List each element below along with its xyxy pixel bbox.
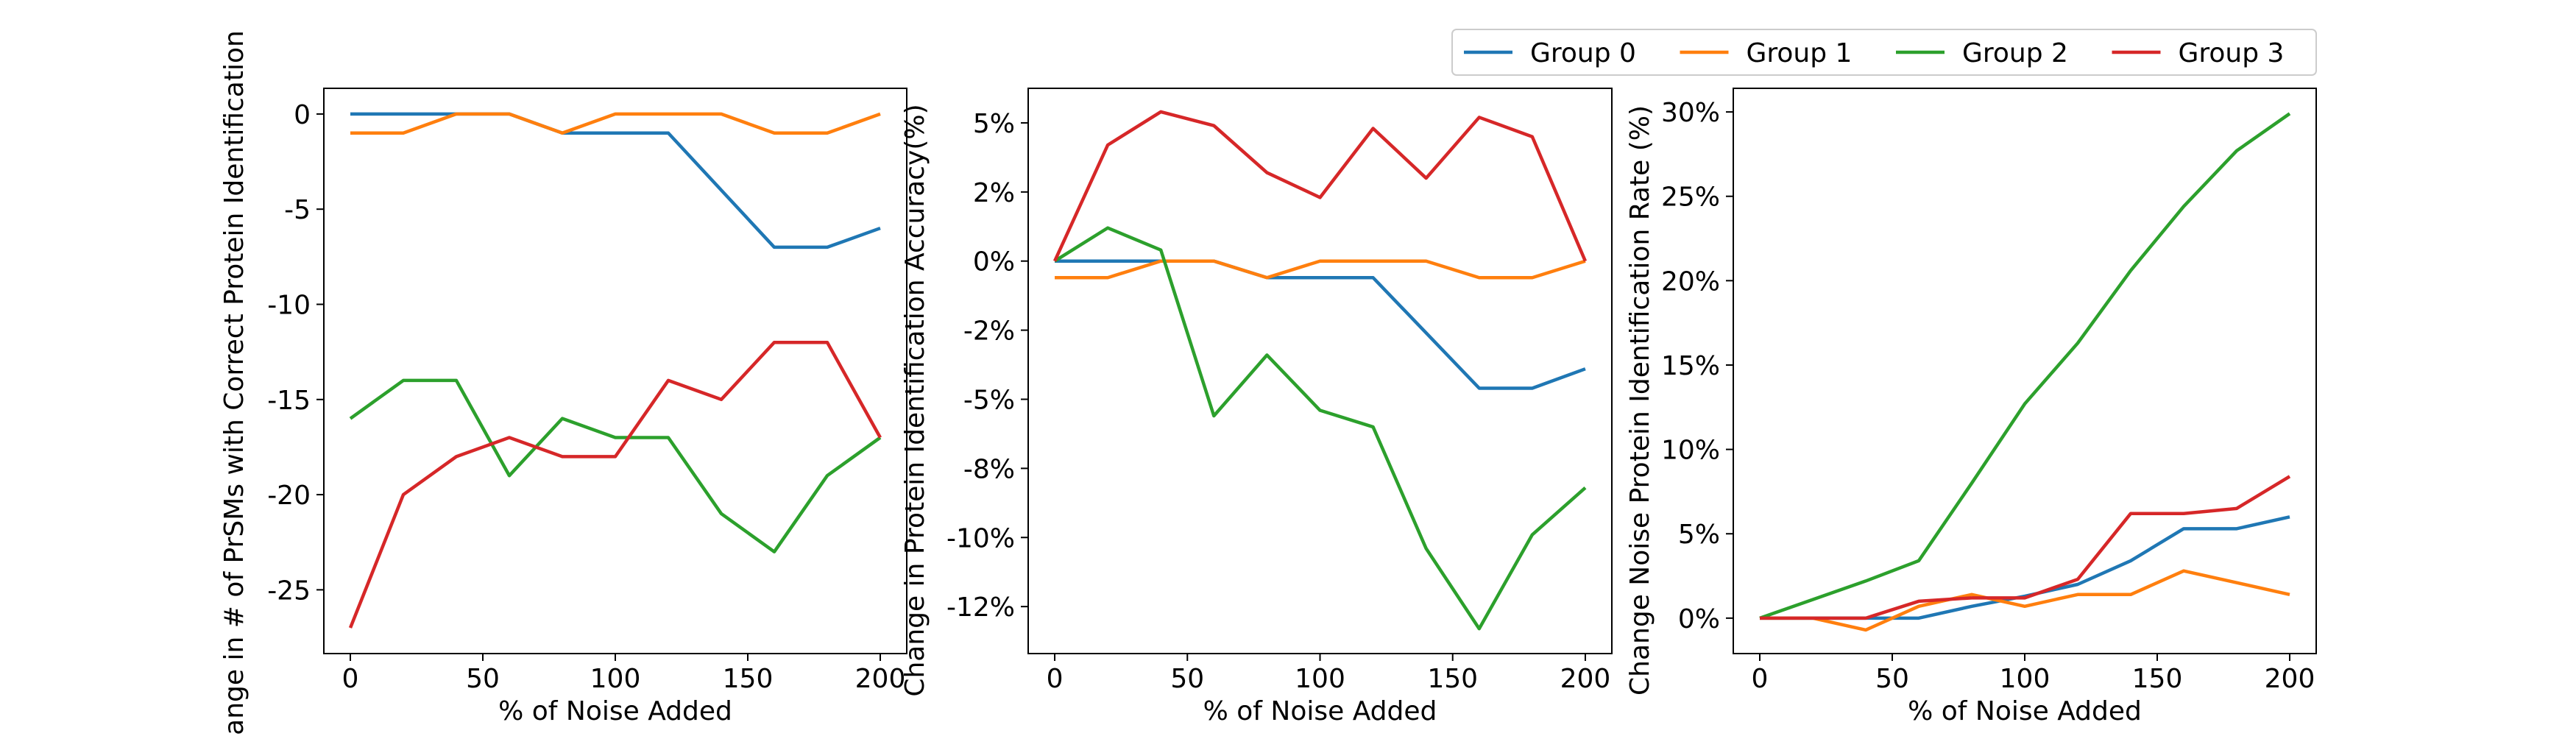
y-tick-label: -25 bbox=[267, 576, 311, 606]
y-tick-label: 0 bbox=[294, 100, 311, 130]
series-line bbox=[350, 112, 881, 250]
y-tick-label: 0% bbox=[973, 247, 1015, 277]
plot-area bbox=[1733, 88, 2316, 654]
x-axis-label: % of Noise Added bbox=[1203, 696, 1437, 726]
series-line bbox=[1053, 110, 1588, 262]
x-tick-label: 50 bbox=[1170, 664, 1204, 694]
y-axis-label: Change in Protein Identification Accurac… bbox=[900, 104, 930, 696]
y-tick-label: -2% bbox=[963, 316, 1015, 347]
y-tick-label: 10% bbox=[1661, 436, 1720, 466]
y-tick-label: 15% bbox=[1661, 351, 1720, 381]
x-tick-label: 100 bbox=[2000, 664, 2050, 694]
x-tick-label: 150 bbox=[723, 664, 774, 694]
x-tick-label: 0 bbox=[1752, 664, 1769, 694]
y-tick-label: 30% bbox=[1661, 98, 1720, 128]
y-tick-label: 25% bbox=[1661, 183, 1720, 213]
y-tick-label: 20% bbox=[1661, 266, 1720, 297]
x-tick-label: 0 bbox=[342, 664, 359, 694]
x-tick-label: 200 bbox=[1560, 664, 1611, 694]
y-tick-label: 5% bbox=[973, 109, 1015, 139]
legend-box bbox=[1451, 29, 2317, 76]
y-tick-label: -8% bbox=[963, 454, 1015, 484]
series-line bbox=[350, 112, 881, 135]
x-tick-label: 100 bbox=[590, 664, 641, 694]
y-tick-label: -5% bbox=[963, 385, 1015, 415]
y-tick-label: -10 bbox=[267, 290, 311, 320]
series-line bbox=[348, 340, 882, 629]
y-axis-label: Change in # of PrSMs with Correct Protei… bbox=[219, 30, 250, 736]
x-tick-label: 150 bbox=[2132, 664, 2183, 694]
x-axis-label: % of Noise Added bbox=[498, 696, 732, 726]
axes-frame bbox=[1027, 88, 1613, 654]
y-tick-label: 5% bbox=[1678, 520, 1720, 550]
x-axis-label: % of Noise Added bbox=[1908, 696, 2142, 726]
series-line bbox=[1055, 259, 1586, 390]
axes-frame bbox=[1733, 88, 2317, 654]
x-tick-label: 50 bbox=[1875, 664, 1909, 694]
y-tick-label: -12% bbox=[946, 592, 1015, 623]
series-line bbox=[1759, 112, 2291, 620]
x-tick-label: 200 bbox=[855, 664, 906, 694]
series-line bbox=[349, 378, 882, 553]
series-line bbox=[1760, 569, 2290, 632]
series-line bbox=[1053, 226, 1587, 631]
x-tick-label: 100 bbox=[1295, 664, 1345, 694]
legend-label: Group 0 bbox=[1530, 38, 1636, 68]
y-tick-label: 0% bbox=[1678, 604, 1720, 634]
plot-area bbox=[1028, 88, 1612, 654]
plot-area bbox=[324, 88, 907, 654]
y-tick-label: 2% bbox=[973, 178, 1015, 208]
series-line bbox=[1760, 475, 2291, 620]
series-line bbox=[1055, 259, 1586, 280]
legend-label: Group 2 bbox=[1962, 38, 2068, 68]
x-tick-label: 50 bbox=[466, 664, 500, 694]
x-tick-label: 200 bbox=[2265, 664, 2315, 694]
y-tick-label: -15 bbox=[267, 386, 311, 416]
y-tick-label: -5 bbox=[284, 195, 311, 225]
x-tick-label: 0 bbox=[1047, 664, 1064, 694]
x-tick-label: 150 bbox=[1427, 664, 1478, 694]
legend-label: Group 3 bbox=[2179, 38, 2285, 68]
axes-frame bbox=[323, 88, 907, 654]
y-tick-label: -20 bbox=[267, 481, 311, 511]
legend-label: Group 1 bbox=[1747, 38, 1853, 68]
y-tick-label: -10% bbox=[946, 523, 1015, 553]
y-axis-label: Change Noise Protein Identification Rate… bbox=[1625, 105, 1655, 696]
